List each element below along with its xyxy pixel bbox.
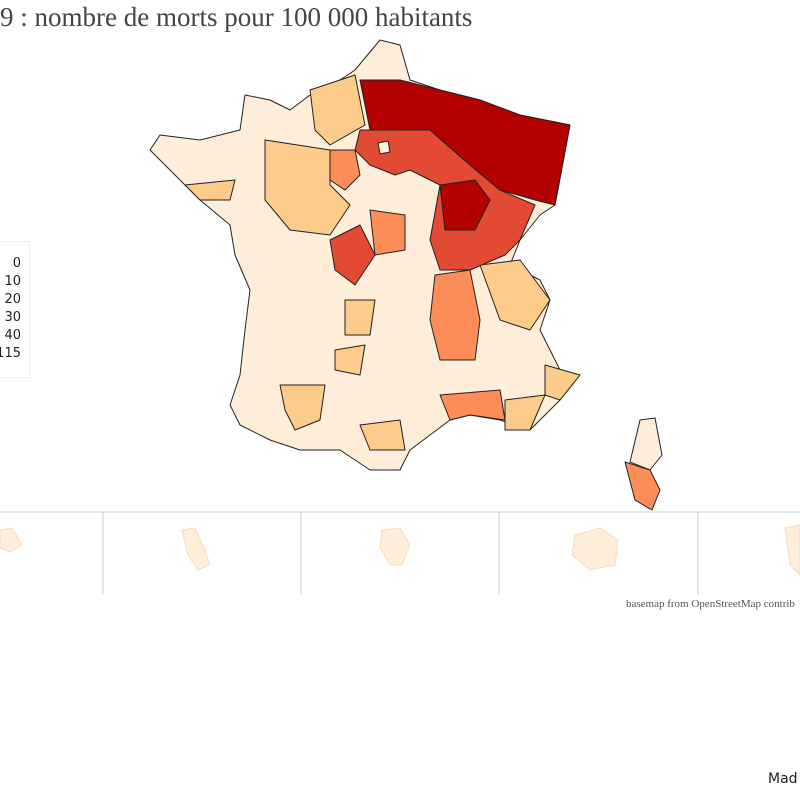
region-brittany-spot	[184, 179, 236, 201]
reunion	[571, 527, 619, 571]
region-indre	[329, 224, 376, 286]
region-alps-north	[479, 259, 551, 331]
guadeloupe	[0, 527, 23, 553]
region-normandy	[309, 74, 366, 146]
metropolitan-france	[149, 39, 663, 511]
region-cher	[369, 209, 406, 256]
region-north-east	[359, 79, 571, 206]
region-rhone	[429, 269, 481, 361]
guyane	[379, 527, 411, 566]
martinique	[181, 527, 211, 571]
corsica-south	[624, 461, 661, 511]
mayotte	[784, 524, 800, 576]
region-correze	[344, 299, 376, 336]
legend-item: 115	[0, 346, 21, 361]
region-lot	[334, 344, 366, 376]
region-bouches-du-rhone	[439, 389, 506, 421]
basemap-credit: basemap from OpenStreetMap contrib	[626, 598, 795, 610]
paris-spot	[377, 140, 391, 155]
legend-item: 40	[4, 328, 21, 343]
legend: 0 10 20 30 40 115	[0, 241, 30, 378]
legend-item: 0	[12, 256, 21, 271]
region-gers	[279, 384, 326, 431]
legend-item: 20	[4, 292, 21, 307]
made-with-credit: Mad	[768, 771, 798, 787]
legend-item: 30	[4, 310, 21, 325]
region-eure	[329, 149, 361, 191]
legend-item: 10	[4, 274, 21, 289]
map-title: 9 : nombre de morts pour 100 000 habitan…	[0, 2, 473, 32]
region-burgundy	[439, 179, 491, 231]
region-alpes-maritimes	[544, 364, 581, 401]
overseas-insets	[0, 511, 800, 595]
region-aude	[359, 419, 406, 451]
corsica-north	[629, 417, 663, 471]
